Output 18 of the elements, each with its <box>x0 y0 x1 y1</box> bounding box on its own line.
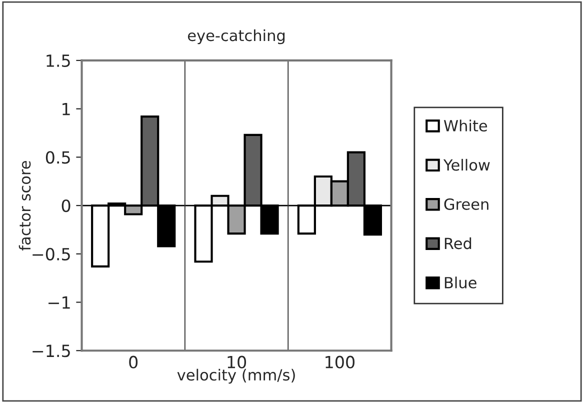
y-tick-label: −1.5 <box>32 344 70 358</box>
legend-label: Red <box>444 237 472 250</box>
y-tick-label: 1.5 <box>46 54 70 68</box>
legend-label: White <box>444 120 488 132</box>
y-tick-label: 0.5 <box>46 151 70 164</box>
y-tick-label: −1 <box>48 296 70 309</box>
chart-title: eye-catching <box>188 29 285 44</box>
x-tick-label: 10 <box>228 356 246 368</box>
legend-label: Blue <box>444 276 476 288</box>
y-tick-label: 1 <box>62 102 70 116</box>
x-axis-title: velocity (mm/s) <box>177 368 295 384</box>
legend-label: Yellow <box>443 158 490 171</box>
y-tick-label: 0 <box>62 199 70 212</box>
legend-label: Green <box>444 198 488 210</box>
x-tick-label: 0 <box>129 356 138 368</box>
y-tick-label: −0.5 <box>32 248 70 260</box>
x-tick-label: 100 <box>326 356 354 368</box>
y-axis-title: factor score <box>18 161 31 251</box>
